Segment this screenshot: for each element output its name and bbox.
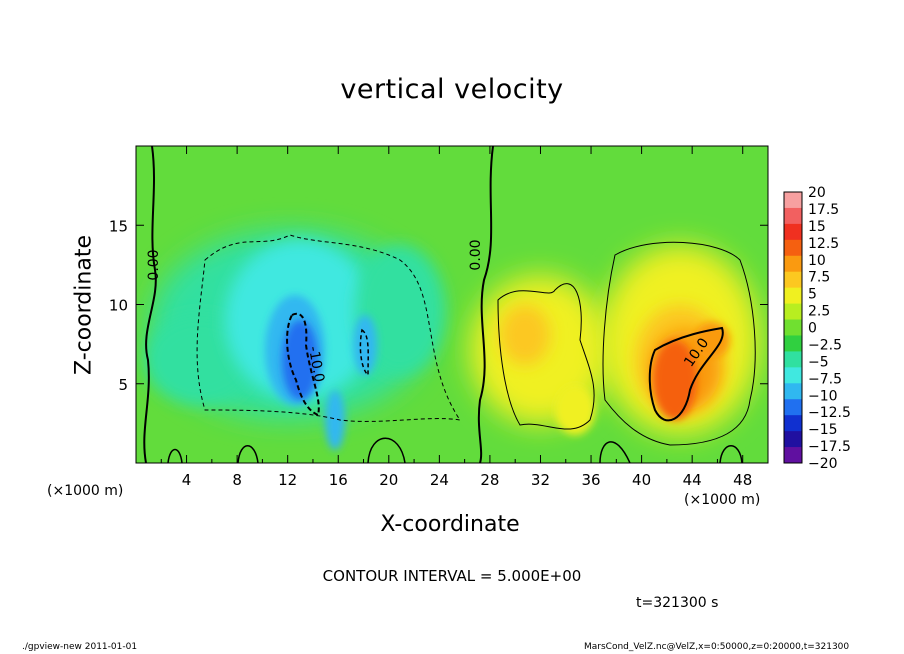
x-tick-label-28: 28 (480, 471, 499, 489)
contour-interval-label: CONTOUR INTERVAL = 5.000E+00 (322, 567, 582, 585)
colorbar-cell-0 (784, 192, 802, 209)
colorbar-cell-15 (784, 431, 802, 448)
field-blob-7 (325, 390, 345, 450)
colorbar-cell-13 (784, 399, 802, 416)
colorbar-label-6: 5 (808, 287, 817, 303)
colorbar-label-9: −2.5 (808, 337, 842, 353)
colorbar-label-12: −10 (808, 388, 838, 404)
x-tick-label-4: 4 (182, 471, 192, 489)
colorbar-label-16: −20 (808, 456, 838, 472)
colorbar-label-14: −15 (808, 422, 838, 438)
x-tick-label-48: 48 (733, 471, 752, 489)
contour-lines: 0.00 0.00-10.0 10.0 (143, 146, 756, 463)
colorbar-cell-7 (784, 303, 802, 321)
positive-contour-mid (497, 283, 595, 430)
chart-title: vertical velocity (340, 74, 564, 105)
colorbar: 2017.51512.5107.552.50−2.5−5−7.5−10−12.5… (783, 185, 851, 472)
colorbar-label-10: −5 (808, 354, 829, 370)
zero-contour-middle (477, 146, 494, 463)
colorbar-cell-10 (784, 351, 802, 368)
x-tick-label-40: 40 (632, 471, 651, 489)
heatmap-field (136, 146, 768, 463)
colorbar-label-2: 15 (808, 219, 826, 235)
x-tick-label-24: 24 (430, 471, 449, 489)
x-tick-label-16: 16 (329, 471, 348, 489)
positive-contour-10 (648, 326, 724, 422)
contour-label-2: -10.0 (305, 345, 327, 383)
negative-contour-outer (196, 234, 462, 422)
colorbar-cell-8 (784, 319, 802, 336)
x-axis-label: X-coordinate (380, 512, 520, 537)
colorbar-cell-9 (784, 335, 802, 352)
colorbar-cell-1 (784, 207, 802, 225)
colorbar-frame (783, 191, 803, 464)
y-tick-label-5: 5 (118, 376, 128, 394)
negative-contour-inner (286, 312, 320, 417)
x-tick-label-20: 20 (379, 471, 398, 489)
colorbar-label-7: 2.5 (808, 304, 830, 320)
colorbar-cell-4 (784, 255, 802, 273)
colorbar-cell-12 (784, 383, 802, 400)
colorbar-cell-6 (784, 287, 802, 305)
zero-contour-left (143, 146, 157, 463)
colorbar-label-8: 0 (808, 321, 817, 337)
field-blob-13 (653, 340, 697, 420)
colorbar-cell-5 (784, 271, 802, 289)
time-label: t=321300 s (636, 595, 719, 611)
x-tick-label-32: 32 (531, 471, 550, 489)
field-blob-5 (282, 320, 318, 400)
contour-label-0: 0.00 (146, 249, 162, 280)
colorbar-label-4: 10 (808, 253, 826, 269)
contour-label-1: 0.00 (468, 239, 484, 270)
negative-contour-small (359, 328, 369, 377)
y-tick-label-15: 15 (109, 217, 128, 235)
field-blob-9 (500, 305, 550, 365)
colorbar-label-0: 20 (808, 185, 826, 201)
colorbar-cell-14 (784, 415, 802, 432)
colorbar-cell-16 (784, 447, 802, 464)
colorbar-cell-2 (784, 223, 802, 241)
footer-right: MarsCond_VelZ.nc@VelZ,x=0:50000,z=0:2000… (584, 642, 850, 652)
field-blob-15 (555, 385, 595, 435)
x-tick-label-36: 36 (581, 471, 600, 489)
colorbar-label-1: 17.5 (808, 202, 839, 218)
colorbar-label-13: −12.5 (808, 405, 851, 421)
footer-left: ./gpview-new 2011-01-01 (22, 642, 138, 652)
colorbar-label-3: 12.5 (808, 236, 839, 252)
colorbar-cell-3 (784, 239, 802, 257)
zero-contour-bottom (167, 437, 743, 463)
colorbar-label-5: 7.5 (808, 270, 830, 286)
x-tick-label-44: 44 (683, 471, 702, 489)
field-blob-6 (353, 315, 377, 375)
colorbar-label-11: −7.5 (808, 371, 842, 387)
y-axis-label: Z-coordinate (71, 235, 97, 375)
y-tick-label-10: 10 (109, 297, 128, 315)
colorbar-cell-11 (784, 367, 802, 384)
colorbar-label-15: −17.5 (808, 439, 851, 455)
x-tick-label-8: 8 (232, 471, 242, 489)
positive-contour-outer (602, 241, 756, 446)
x-unit-label-right: (×1000 m) (684, 492, 761, 508)
x-unit-label-left: (×1000 m) (47, 483, 124, 499)
field-blob-3 (355, 245, 445, 375)
x-tick-label-12: 12 (278, 471, 297, 489)
